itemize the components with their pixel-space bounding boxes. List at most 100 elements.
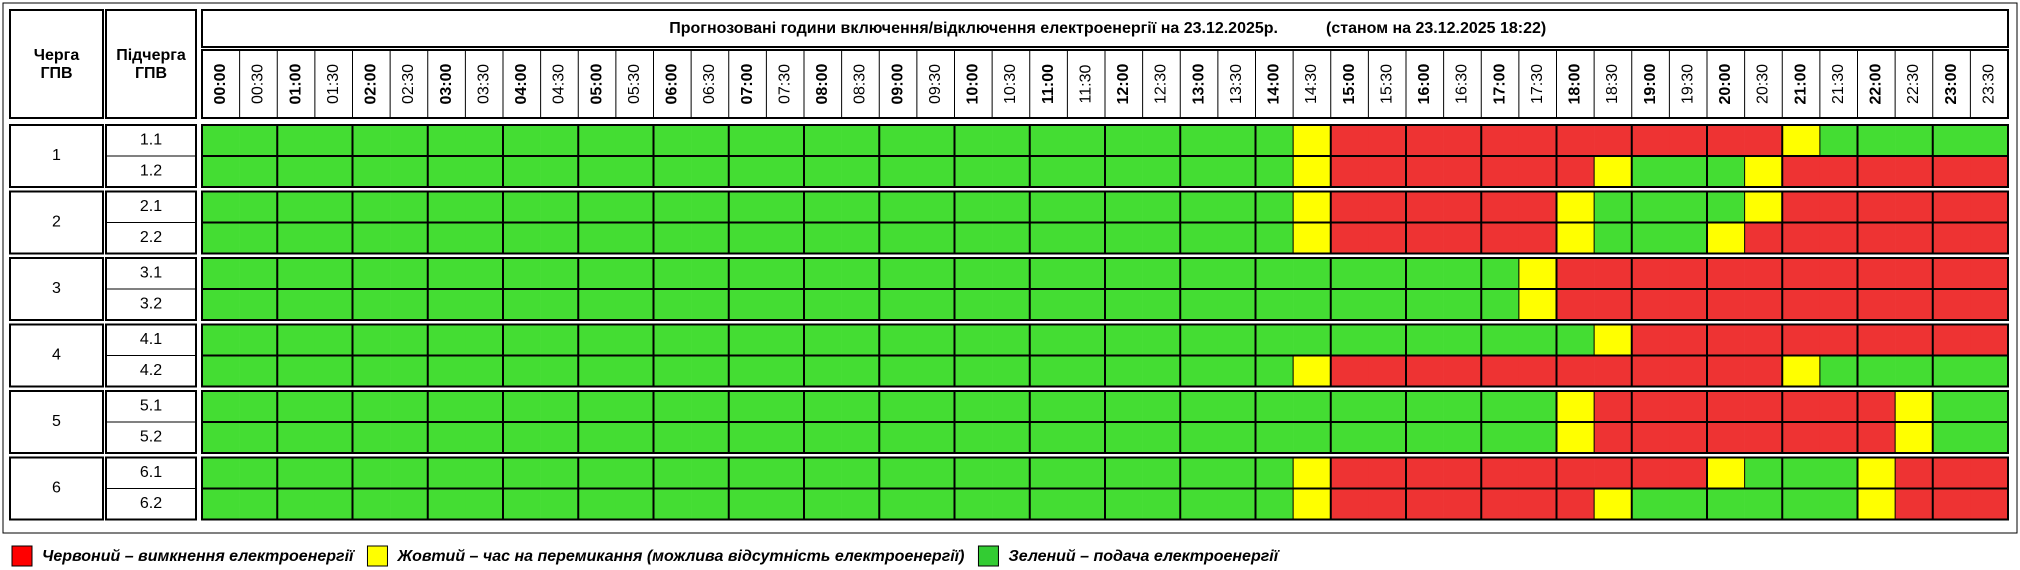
slot <box>691 422 730 453</box>
subgroup-label: 1.1 <box>140 132 162 149</box>
slot <box>653 125 692 156</box>
slot <box>1067 125 1106 156</box>
time-label: 13:30 <box>1228 64 1245 104</box>
time-label: 08:30 <box>852 64 869 104</box>
time-label: 09:00 <box>889 63 906 104</box>
slot <box>1067 156 1106 187</box>
slot <box>1481 355 1520 387</box>
slot <box>1406 457 1444 489</box>
slot <box>1406 222 1444 254</box>
slot <box>1330 391 1369 422</box>
slot <box>314 289 353 320</box>
slot <box>1330 457 1369 489</box>
slot <box>992 289 1031 320</box>
slot <box>352 258 391 289</box>
slot <box>1782 191 1821 223</box>
slot <box>1406 391 1444 422</box>
slot <box>691 191 730 223</box>
slot <box>1443 191 1482 223</box>
slot <box>1330 422 1369 453</box>
slot <box>1932 125 1971 156</box>
slot <box>202 125 240 156</box>
slot <box>314 422 353 453</box>
slot <box>202 324 240 356</box>
slot <box>1556 258 1595 289</box>
slot <box>540 324 579 356</box>
slot <box>503 391 541 422</box>
slot <box>352 457 391 489</box>
slot <box>728 324 767 356</box>
slot <box>1819 156 1858 187</box>
slot <box>1631 156 1670 187</box>
slot <box>1594 324 1633 356</box>
slot <box>992 156 1031 187</box>
cell-border <box>105 124 197 188</box>
slot <box>1895 457 1934 489</box>
slot <box>239 457 278 489</box>
legend-label: Жовтий – час на перемикання (можлива від… <box>396 548 964 565</box>
slot <box>1556 222 1595 254</box>
slot <box>1217 324 1256 356</box>
slot <box>1481 391 1520 422</box>
slot <box>916 457 955 489</box>
slot <box>1105 125 1143 156</box>
slot <box>503 289 541 320</box>
slot <box>841 125 880 156</box>
slot <box>1744 258 1783 289</box>
slot <box>503 125 541 156</box>
slot <box>1481 258 1520 289</box>
slot <box>615 289 654 320</box>
slot <box>1443 355 1482 387</box>
subgroup-label: 2.1 <box>140 198 162 215</box>
cell-border <box>105 9 197 119</box>
group-label: 6 <box>52 480 61 497</box>
slot <box>728 422 767 453</box>
slot <box>1669 289 1708 320</box>
slot <box>239 125 278 156</box>
time-label: 10:00 <box>965 63 982 104</box>
slot <box>1293 156 1332 187</box>
slot <box>728 289 767 320</box>
slot <box>1782 156 1821 187</box>
subgroup-label: 4.1 <box>140 331 162 348</box>
slot <box>1594 457 1633 489</box>
slot <box>615 422 654 453</box>
slot <box>1594 156 1633 187</box>
slot <box>1819 125 1858 156</box>
slot <box>954 125 993 156</box>
slot <box>1180 289 1219 320</box>
slot <box>578 125 617 156</box>
slot <box>804 391 842 422</box>
time-label: 07:30 <box>776 64 793 104</box>
slot <box>1819 488 1858 520</box>
slot <box>879 391 918 422</box>
slot <box>1217 391 1256 422</box>
slot <box>427 125 466 156</box>
slot <box>954 289 993 320</box>
slot <box>1895 391 1934 422</box>
slot <box>1330 222 1369 254</box>
time-label: 00:00 <box>212 63 229 104</box>
slot <box>1932 289 1971 320</box>
slot <box>954 191 993 223</box>
slot <box>916 125 955 156</box>
slot <box>540 391 579 422</box>
header-subtitle: (станом на 23.12.2025 18:22) <box>1326 20 1546 37</box>
slot <box>239 258 278 289</box>
slot <box>954 156 993 187</box>
slot <box>1443 125 1482 156</box>
slot <box>1217 457 1256 489</box>
group-label: 3 <box>52 280 61 297</box>
slot <box>465 222 504 254</box>
slot <box>1105 355 1143 387</box>
slot <box>1330 355 1369 387</box>
time-label: 16:00 <box>1416 63 1433 104</box>
slot <box>277 191 316 223</box>
slot <box>1406 488 1444 520</box>
slot <box>277 324 316 356</box>
time-label: 05:00 <box>588 63 605 104</box>
slot <box>954 355 993 387</box>
slot <box>1518 156 1557 187</box>
slot <box>1857 391 1896 422</box>
slot <box>277 258 316 289</box>
